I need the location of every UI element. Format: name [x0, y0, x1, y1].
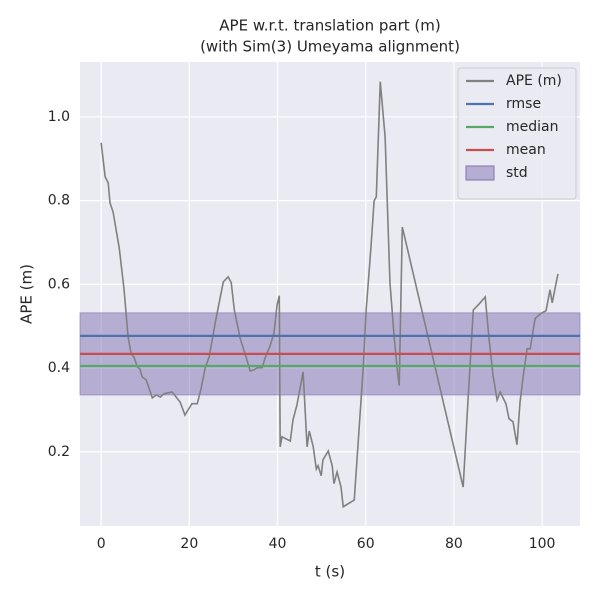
x-tick-label: 40: [269, 536, 287, 552]
x-axis-label: t (s): [315, 563, 345, 581]
y-tick-label: 0.4: [48, 360, 70, 376]
y-tick-label: 0.6: [48, 276, 70, 292]
x-tick-label: 80: [445, 536, 463, 552]
ape-line: [100, 81, 559, 509]
y-axis-label: APE (m): [18, 264, 36, 324]
legend-label: APE (m): [506, 73, 562, 89]
legend-label: median: [506, 119, 558, 135]
x-tick-label: 0: [97, 536, 106, 552]
legend-label: mean: [506, 142, 546, 158]
y-tick-label: 1.0: [48, 109, 70, 125]
x-tick-label: 60: [357, 536, 375, 552]
legend-label: rmse: [506, 96, 541, 112]
x-tick-label: 20: [180, 536, 198, 552]
chart-subtitle: (with Sim(3) Umeyama alignment): [200, 38, 460, 56]
x-tick-label: 100: [529, 536, 556, 552]
chart-title: APE w.r.t. translation part (m): [219, 17, 440, 35]
y-tick-label: 0.2: [48, 444, 70, 460]
legend-label: std: [506, 165, 528, 181]
legend-swatch: [465, 165, 495, 181]
y-tick-label: 0.8: [48, 193, 70, 209]
